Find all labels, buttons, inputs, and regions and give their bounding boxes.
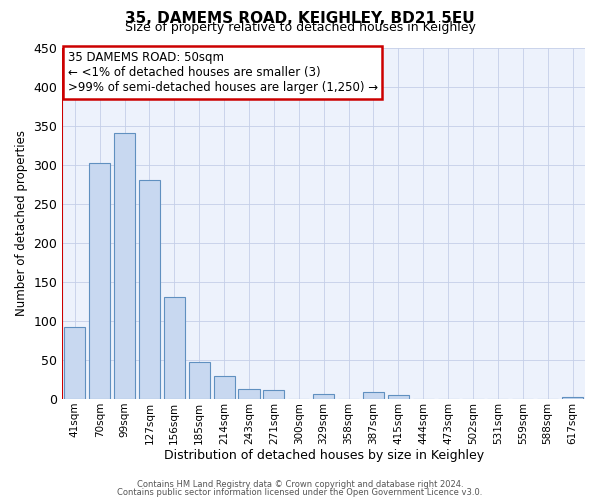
Text: Size of property relative to detached houses in Keighley: Size of property relative to detached ho… [125,22,475,35]
Text: 35, DAMEMS ROAD, KEIGHLEY, BD21 5EU: 35, DAMEMS ROAD, KEIGHLEY, BD21 5EU [125,11,475,26]
Bar [64,327,85,399]
Bar [89,163,110,399]
Bar [263,390,284,399]
Bar [562,396,583,399]
Text: 35 DAMEMS ROAD: 50sqm
← <1% of detached houses are smaller (3)
>99% of semi-deta: 35 DAMEMS ROAD: 50sqm ← <1% of detached … [68,51,377,94]
Bar [214,376,235,399]
X-axis label: Distribution of detached houses by size in Keighley: Distribution of detached houses by size … [164,450,484,462]
Bar [114,134,135,399]
Bar [363,392,384,399]
Bar [313,394,334,399]
Text: Contains HM Land Registry data © Crown copyright and database right 2024.: Contains HM Land Registry data © Crown c… [137,480,463,489]
Bar [188,362,210,399]
Bar [238,389,260,399]
Bar [164,298,185,399]
Bar [139,180,160,399]
Bar [388,395,409,399]
Text: Contains public sector information licensed under the Open Government Licence v3: Contains public sector information licen… [118,488,482,497]
Y-axis label: Number of detached properties: Number of detached properties [15,130,28,316]
